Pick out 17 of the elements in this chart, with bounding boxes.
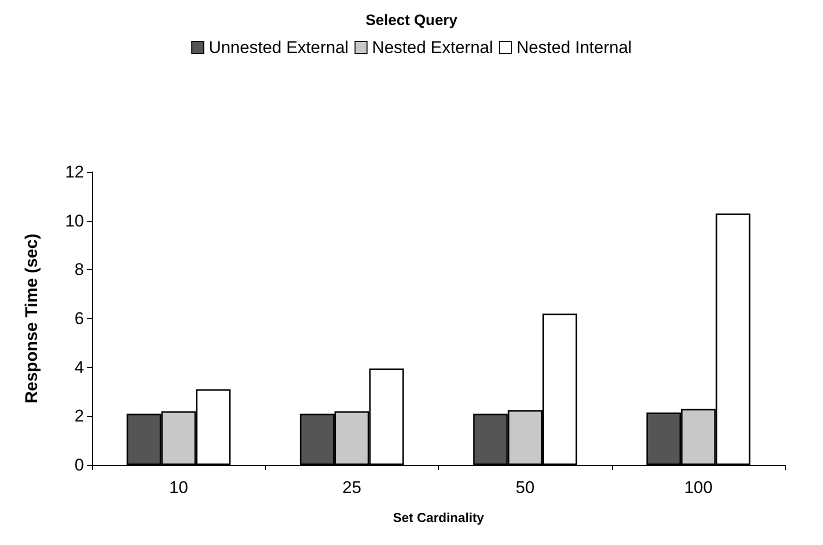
x-tick-label: 50 bbox=[516, 478, 535, 497]
legend-label: Nested External bbox=[372, 38, 494, 57]
x-axis-title: Set Cardinality bbox=[392, 510, 485, 525]
y-tick-label: 10 bbox=[65, 211, 84, 230]
y-tick-label: 8 bbox=[74, 260, 84, 280]
y-tick-label: 6 bbox=[74, 309, 84, 328]
x-tick-label: 10 bbox=[169, 478, 188, 497]
legend-label: Nested Internal bbox=[516, 38, 632, 57]
y-axis-title: Response Time (sec) bbox=[22, 234, 41, 404]
y-tick-label: 12 bbox=[65, 162, 84, 182]
y-tick-label: 4 bbox=[74, 358, 84, 377]
legend-label: Unnested External bbox=[208, 38, 349, 57]
y-tick-label: 2 bbox=[74, 406, 84, 426]
x-tick-label: 100 bbox=[684, 478, 713, 497]
y-tick-label: 0 bbox=[74, 456, 84, 474]
x-tick-label: 25 bbox=[342, 478, 362, 497]
chart-title: Select Query bbox=[366, 12, 458, 29]
